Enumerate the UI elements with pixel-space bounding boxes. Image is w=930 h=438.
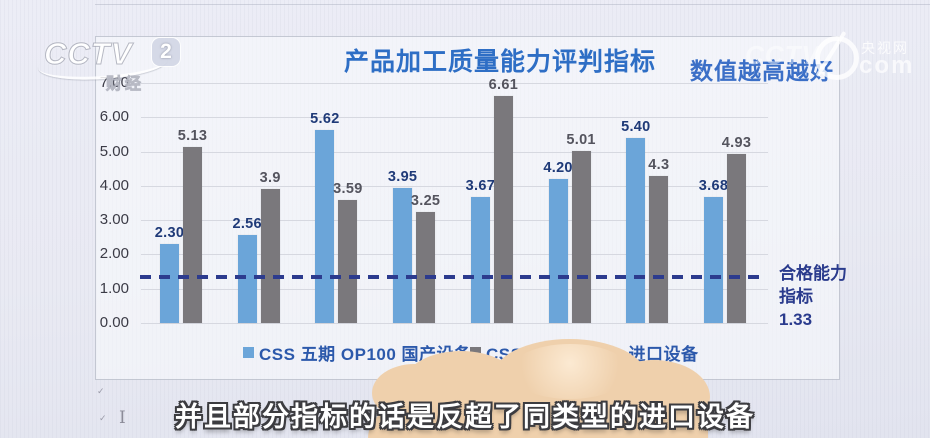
- y-axis-tick-label: 4.00: [99, 176, 129, 194]
- bar-value-label: 5.01: [566, 132, 596, 149]
- knuckle-highlight: [510, 344, 630, 399]
- gridline: [141, 151, 768, 153]
- bar-value-label: 3.95: [387, 168, 418, 185]
- reference-dashed-line: [140, 275, 762, 280]
- gridline: [141, 323, 768, 324]
- y-axis-tick-label: 7.00: [99, 74, 129, 91]
- cctv-com-watermark: CCTV 央视网 com: [745, 30, 925, 90]
- bar: [493, 96, 513, 323]
- cctv2-channel-logo: CCTV 2 财经: [37, 36, 194, 94]
- gridline: [141, 288, 768, 290]
- y-axis-tick-label: 5.00: [99, 142, 129, 160]
- bar-value-label: 2.30: [154, 225, 185, 242]
- annotation-line-1: 合格能力: [779, 264, 847, 283]
- reference-line-annotation: 合格能力 指标 1.33: [779, 262, 847, 331]
- channel-sub-label: 财经: [106, 76, 145, 94]
- gridline: [141, 117, 768, 119]
- gridline: [141, 185, 768, 187]
- bar-value-label: 3.25: [410, 192, 441, 209]
- y-axis-tick-label: 2.00: [99, 245, 129, 263]
- bar: [260, 189, 280, 323]
- subtitle-caption: 并且部分指标的话是反超了同类型的进口设备: [175, 402, 755, 432]
- annotation-line-3: 1.33: [779, 310, 813, 329]
- bar-value-label: 2.56: [232, 216, 262, 233]
- bar-value-label: 3.68: [698, 177, 729, 194]
- cctv-logo-text: CCTV: [43, 36, 133, 72]
- bar: [183, 147, 202, 323]
- gridline: [141, 254, 768, 256]
- bar-value-label: 3.67: [465, 178, 496, 195]
- bar: [727, 154, 746, 323]
- check-mark: ✓: [97, 386, 105, 396]
- bar: [704, 196, 723, 323]
- bar-value-label: 4.20: [543, 160, 573, 176]
- text-cursor-ibeam: I: [119, 408, 126, 428]
- bar: [416, 211, 436, 323]
- bar-value-label: 5.62: [310, 111, 340, 128]
- channel-number-badge: 2: [152, 38, 180, 66]
- bar: [315, 130, 335, 323]
- watermark-brand-text: CCTV: [745, 40, 820, 70]
- bar-value-label: 6.61: [488, 77, 519, 94]
- bar-value-label: 5.40: [621, 118, 651, 135]
- bar-value-label: 5.13: [177, 128, 208, 145]
- bar-value-label: 3.59: [333, 180, 363, 197]
- annotation-line-2: 指标: [779, 287, 813, 306]
- bar: [160, 244, 179, 323]
- gridline: [141, 220, 768, 222]
- chart-note-higher-is-better: 数值越高越好: [690, 58, 834, 84]
- bar-value-label: 4.93: [721, 135, 752, 151]
- y-axis-tick-label: 0.00: [99, 314, 129, 331]
- y-axis-tick-label: 1.00: [99, 279, 129, 297]
- bar-value-label: 4.3: [648, 156, 670, 173]
- screen-edge-line: [95, 4, 930, 5]
- bar: [393, 187, 413, 323]
- bar: [571, 151, 591, 323]
- bar: [649, 175, 669, 323]
- y-axis-tick-label: 6.00: [99, 108, 129, 126]
- watermark-domain: com: [859, 52, 915, 79]
- y-axis-tick-label: 3.00: [99, 211, 129, 229]
- check-mark: ✓: [99, 413, 107, 423]
- bar: [338, 199, 358, 323]
- bar: [470, 197, 490, 323]
- gridline: [141, 83, 768, 84]
- chart-title: 产品加工质量能力评判指标: [343, 48, 656, 76]
- legend-swatch-domestic: [243, 347, 254, 358]
- bar: [548, 179, 568, 323]
- bar-value-label: 3.9: [259, 170, 281, 187]
- watermark-site-name: 央视网: [861, 40, 909, 56]
- legend-label-domestic: CSS 五期 OP100 国产设备: [259, 345, 472, 364]
